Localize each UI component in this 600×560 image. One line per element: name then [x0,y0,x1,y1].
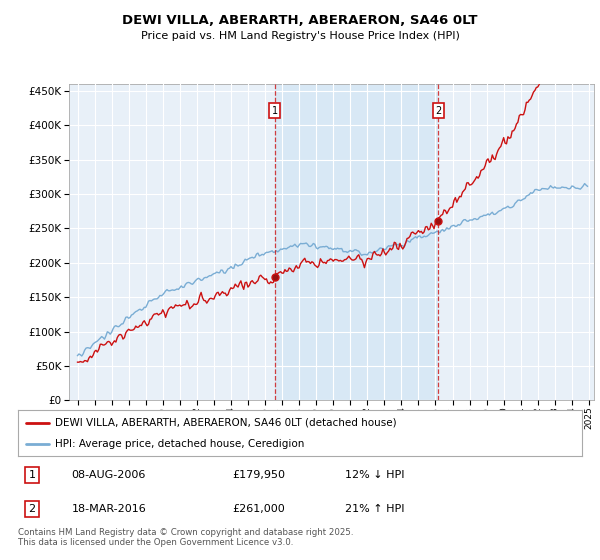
Text: 2: 2 [435,106,442,116]
Text: Price paid vs. HM Land Registry's House Price Index (HPI): Price paid vs. HM Land Registry's House … [140,31,460,41]
Text: DEWI VILLA, ABERARTH, ABERAERON, SA46 0LT (detached house): DEWI VILLA, ABERARTH, ABERAERON, SA46 0L… [55,418,396,428]
Text: 21% ↑ HPI: 21% ↑ HPI [345,504,404,514]
Bar [275,84,439,400]
Text: 18-MAR-2016: 18-MAR-2016 [71,504,146,514]
Text: £261,000: £261,000 [232,504,285,514]
Text: 1: 1 [272,106,278,116]
Text: 08-AUG-2006: 08-AUG-2006 [71,470,146,480]
Text: £179,950: £179,950 [232,470,286,480]
Text: DEWI VILLA, ABERARTH, ABERAERON, SA46 0LT: DEWI VILLA, ABERARTH, ABERAERON, SA46 0L… [122,14,478,27]
Text: 12% ↓ HPI: 12% ↓ HPI [345,470,404,480]
Text: 2: 2 [29,504,35,514]
Text: HPI: Average price, detached house, Ceredigion: HPI: Average price, detached house, Cere… [55,439,304,449]
Text: 1: 1 [29,470,35,480]
Text: Contains HM Land Registry data © Crown copyright and database right 2025.
This d: Contains HM Land Registry data © Crown c… [18,528,353,547]
